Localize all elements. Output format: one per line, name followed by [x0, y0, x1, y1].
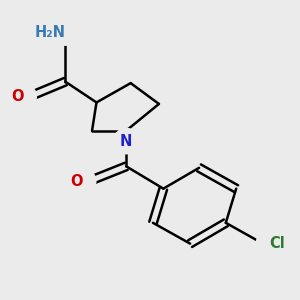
Circle shape — [10, 83, 37, 110]
Circle shape — [256, 230, 282, 257]
Text: Cl: Cl — [269, 236, 285, 251]
Text: N: N — [120, 134, 132, 148]
Text: O: O — [70, 174, 83, 189]
Text: H₂N: H₂N — [34, 25, 65, 40]
Circle shape — [113, 128, 140, 154]
Circle shape — [52, 19, 79, 46]
Circle shape — [70, 168, 97, 195]
Text: O: O — [11, 89, 24, 104]
